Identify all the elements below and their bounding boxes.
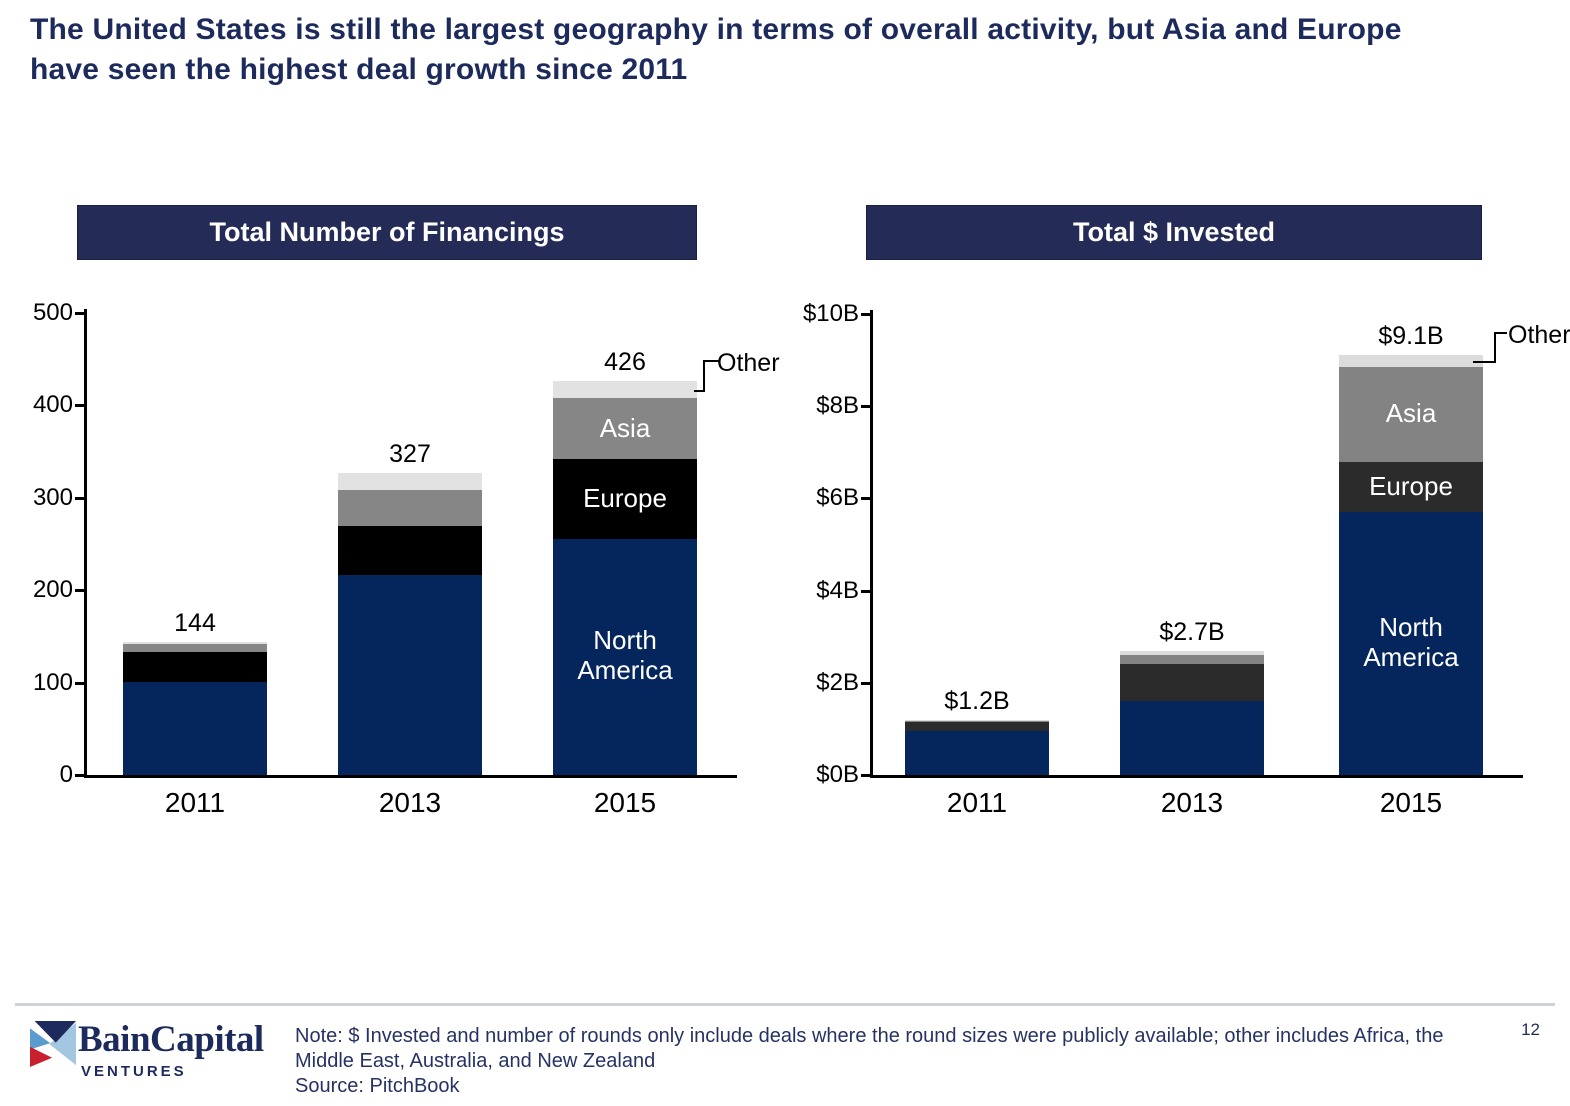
y-tick-label-invested: $0B [816, 761, 859, 788]
y-tick-invested [861, 589, 870, 593]
bar-segment-invested-2013-asia [1120, 655, 1264, 665]
bar-segment-financings-2015-north-america [553, 539, 697, 775]
y-tick-label-invested: $2B [816, 668, 859, 696]
x-axis-financings [84, 775, 737, 778]
bar-segment-financings-2015-other [553, 381, 697, 398]
x-axis-invested [870, 775, 1523, 778]
bar-segment-invested-2015-other [1339, 355, 1483, 367]
other-callout-line-right [1473, 332, 1507, 363]
bar-segment-financings-2013-asia [338, 490, 482, 526]
y-tick-financings [75, 774, 84, 777]
bar-segment-financings-2011-other [123, 641, 267, 644]
y-tick-invested [861, 313, 870, 316]
y-tick-label-invested: $10B [802, 300, 859, 327]
bar-segment-invested-2015-europe [1339, 461, 1483, 513]
footer-source: Source: PitchBook [295, 1075, 460, 1097]
chart-header-invested-label: Total $ Invested [1072, 217, 1276, 247]
y-tick-label-financings: 100 [32, 668, 73, 696]
y-tick-invested [861, 681, 870, 685]
y-tick-label-financings: 200 [32, 576, 73, 604]
bar-segment-invested-2013-other [1120, 650, 1264, 656]
segment-label-invested-north-america: North America [1363, 611, 1459, 672]
x-label-invested-2015: 2015 [1379, 787, 1443, 818]
bar-segment-invested-2011-other [905, 719, 1049, 721]
total-label-invested-2011: $1.2B [944, 686, 1010, 715]
y-tick-financings [75, 589, 84, 593]
bar-segment-invested-2013-europe [1120, 664, 1264, 702]
y-tick-financings [75, 681, 84, 685]
segment-label-invested-asia: Asia [1385, 398, 1437, 429]
total-label-financings-2011: 144 [174, 608, 216, 637]
bar-segment-invested-2015-north-america [1339, 512, 1483, 775]
y-tick-invested [861, 774, 870, 777]
bar-segment-financings-2013-other [338, 472, 482, 491]
y-tick-label-financings: 400 [32, 391, 73, 419]
segment-label-financings-europe: Europe [583, 483, 667, 514]
bar-segment-financings-2011-europe [123, 652, 267, 682]
bar-segment-invested-2013-north-america [1120, 701, 1264, 775]
segment-label-invested-europe: Europe [1369, 470, 1453, 501]
page-number: 12 [1521, 1020, 1540, 1039]
total-label-invested-2013: $2.7B [1159, 617, 1225, 646]
y-tick-label-invested: $4B [816, 576, 859, 604]
other-callout-label-left: Other [717, 349, 780, 377]
bar-segment-invested-2015-asia [1339, 367, 1483, 462]
y-axis-financings [84, 309, 87, 778]
other-callout-line-left [694, 360, 720, 392]
y-tick-label-invested: $8B [816, 392, 859, 420]
bar-segment-financings-2013-europe [338, 525, 482, 576]
y-tick-invested [861, 405, 870, 409]
y-tick-financings [75, 312, 84, 315]
other-callout-label-right: Other [1508, 321, 1570, 349]
total-label-financings-2015: 426 [604, 348, 646, 377]
footer-note-line1: Note: $ Invested and number of rounds on… [295, 1025, 1444, 1047]
total-label-invested-2015: $9.1B [1378, 322, 1444, 351]
y-tick-invested [861, 497, 870, 501]
y-tick-financings [75, 404, 84, 408]
y-tick-label-financings: 0 [59, 761, 73, 788]
bar-segment-financings-2011-north-america [123, 681, 267, 775]
footer-divider [15, 1003, 1555, 1006]
segment-label-financings-asia: Asia [599, 412, 651, 443]
x-label-financings-2011: 2011 [164, 787, 226, 818]
logo-ventures-label: VENTURES [81, 1063, 187, 1080]
chart-header-invested: Total $ Invested [866, 205, 1482, 260]
bar-segment-invested-2011-asia [905, 720, 1049, 722]
x-label-invested-2013: 2013 [1160, 787, 1224, 818]
chart-header-financings-label: Total Number of Financings [209, 217, 565, 247]
y-axis-invested [870, 310, 873, 778]
y-tick-label-financings: 300 [32, 483, 73, 511]
x-label-financings-2015: 2015 [593, 787, 657, 818]
y-tick-financings [75, 496, 84, 500]
chart-header-financings: Total Number of Financings [77, 205, 697, 260]
footer-note-line2: Middle East, Australia, and New Zealand [295, 1050, 656, 1072]
slide-title-line1: The United States is still the largest g… [30, 13, 1402, 46]
x-label-financings-2013: 2013 [378, 787, 442, 818]
logo-wordmark: BainCapital [78, 1019, 264, 1060]
segment-label-financings-north-america: North America [577, 625, 673, 686]
bar-segment-invested-2011-north-america [905, 731, 1049, 775]
x-label-invested-2011: 2011 [946, 787, 1008, 818]
slide-title-line2: have seen the highest deal growth since … [30, 53, 688, 86]
bar-segment-financings-2013-north-america [338, 575, 482, 775]
y-tick-label-financings: 500 [32, 299, 73, 326]
bar-segment-invested-2011-europe [905, 721, 1049, 732]
bar-segment-financings-2011-asia [123, 643, 267, 653]
bar-segment-financings-2015-asia [553, 398, 697, 459]
y-tick-label-invested: $6B [816, 484, 859, 512]
bar-segment-financings-2015-europe [553, 458, 697, 540]
bain-capital-logo-icon [30, 1021, 76, 1067]
total-label-financings-2013: 327 [389, 439, 431, 468]
